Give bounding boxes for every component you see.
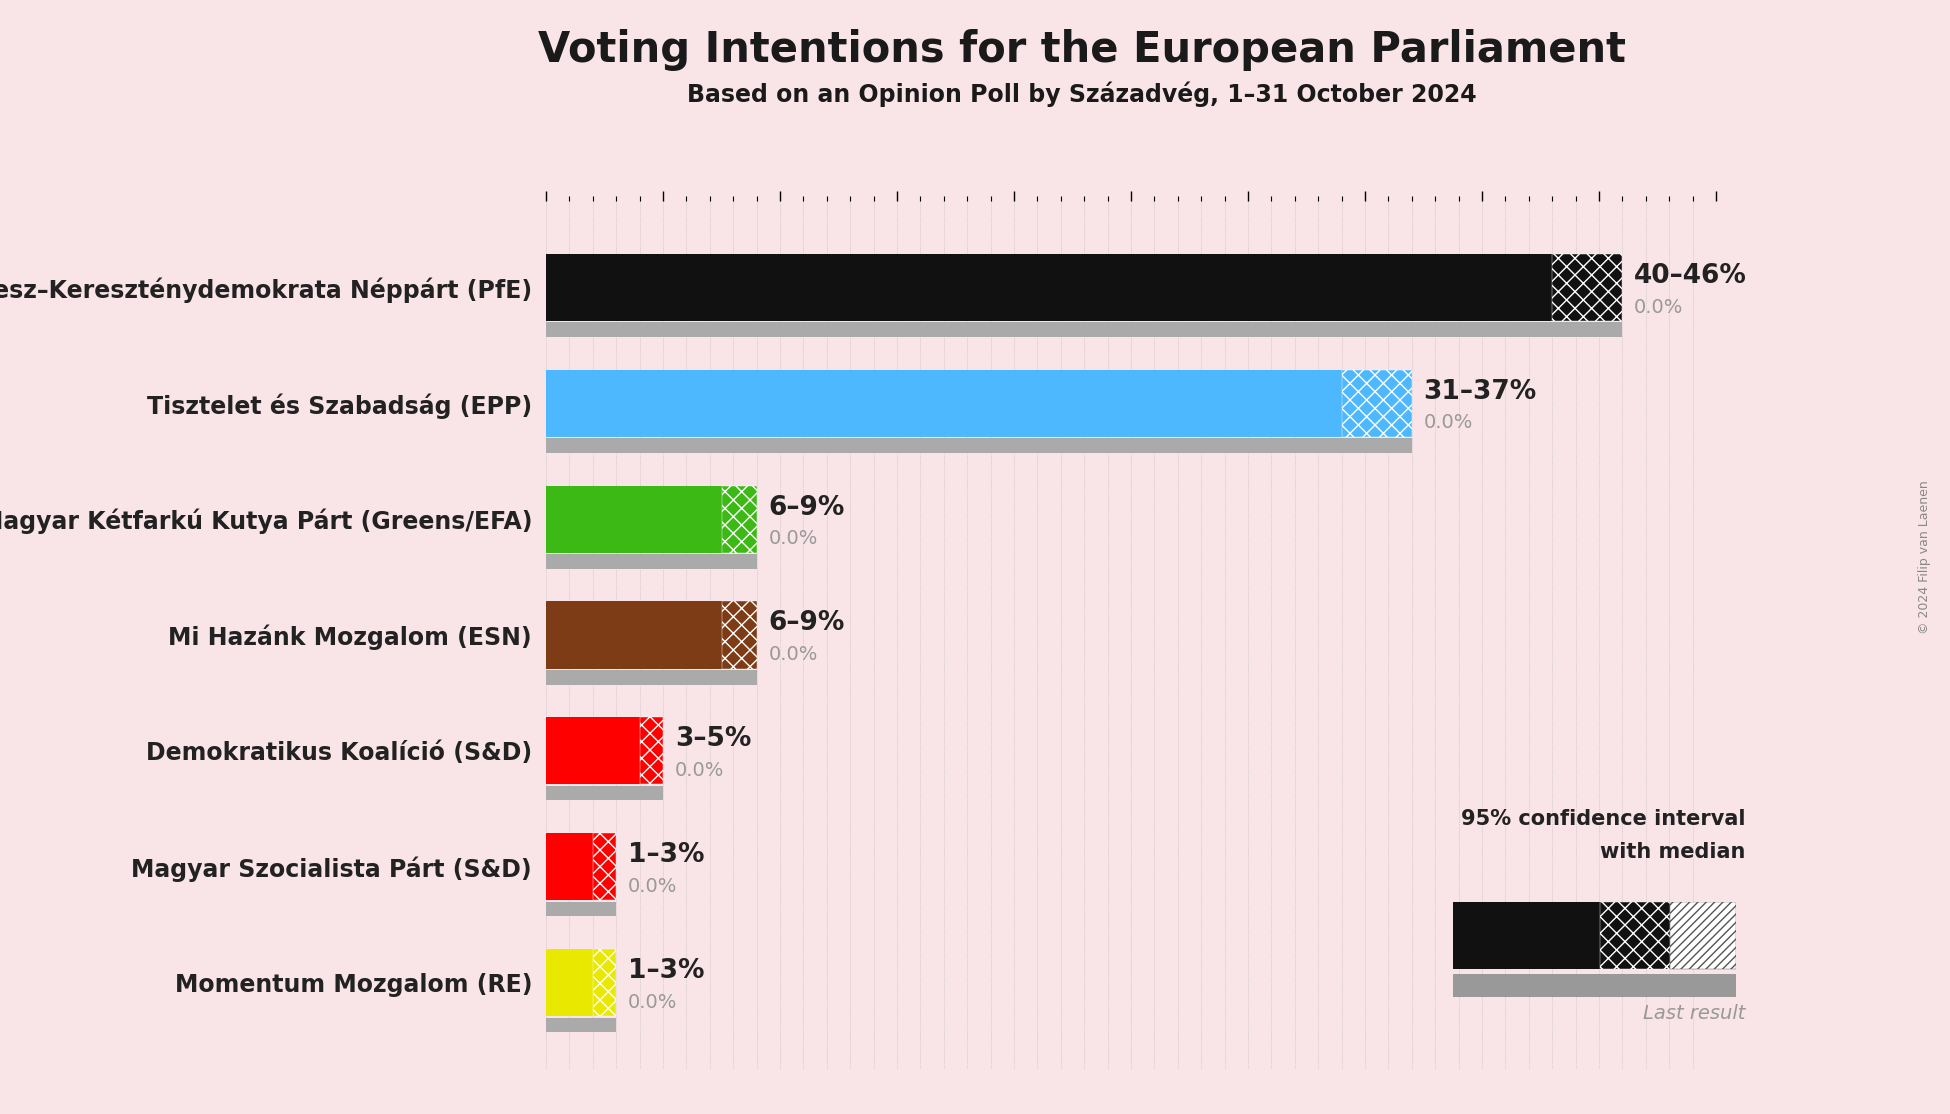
Bar — [546, 370, 1342, 437]
Text: Based on an Opinion Poll by Századvég, 1–31 October 2024: Based on an Opinion Poll by Századvég, 1… — [688, 82, 1476, 107]
Bar — [546, 554, 757, 568]
Bar — [1599, 902, 1671, 968]
Text: 3–5%: 3–5% — [675, 726, 751, 752]
Bar — [546, 833, 593, 900]
Text: 0.0%: 0.0% — [1424, 413, 1472, 432]
Text: 6–9%: 6–9% — [768, 495, 844, 520]
Bar — [546, 438, 1412, 452]
Bar — [722, 486, 757, 553]
Bar — [546, 486, 722, 553]
Bar — [546, 901, 616, 916]
Text: 40–46%: 40–46% — [1634, 263, 1747, 289]
Bar — [1453, 902, 1599, 968]
Bar — [1342, 370, 1412, 437]
Text: with median: with median — [1599, 842, 1745, 862]
Text: 0.0%: 0.0% — [628, 993, 677, 1012]
Bar — [722, 602, 757, 668]
Text: 0.0%: 0.0% — [768, 529, 817, 548]
Text: Voting Intentions for the European Parliament: Voting Intentions for the European Parli… — [538, 29, 1626, 71]
Bar — [546, 1017, 616, 1032]
Text: Last result: Last result — [1642, 1004, 1745, 1024]
Text: 31–37%: 31–37% — [1424, 379, 1537, 404]
Bar — [546, 717, 640, 784]
Bar — [546, 670, 757, 684]
Bar — [1671, 902, 1736, 968]
Text: 95% confidence interval: 95% confidence interval — [1461, 809, 1745, 829]
Text: 1–3%: 1–3% — [628, 842, 704, 868]
Bar — [546, 949, 593, 1016]
Bar — [546, 785, 663, 800]
Bar — [546, 254, 1552, 321]
Bar — [593, 833, 616, 900]
Text: 1–3%: 1–3% — [628, 958, 704, 984]
Bar — [593, 949, 616, 1016]
Text: 0.0%: 0.0% — [628, 877, 677, 896]
Bar — [1552, 254, 1622, 321]
Text: 0.0%: 0.0% — [768, 645, 817, 664]
Bar — [1453, 974, 1736, 997]
Bar — [546, 322, 1622, 336]
Bar — [546, 602, 722, 668]
Text: © 2024 Filip van Laenen: © 2024 Filip van Laenen — [1919, 480, 1930, 634]
Text: 0.0%: 0.0% — [1634, 297, 1683, 316]
Text: 6–9%: 6–9% — [768, 610, 844, 636]
Text: 0.0%: 0.0% — [675, 761, 723, 780]
Bar — [640, 717, 663, 784]
